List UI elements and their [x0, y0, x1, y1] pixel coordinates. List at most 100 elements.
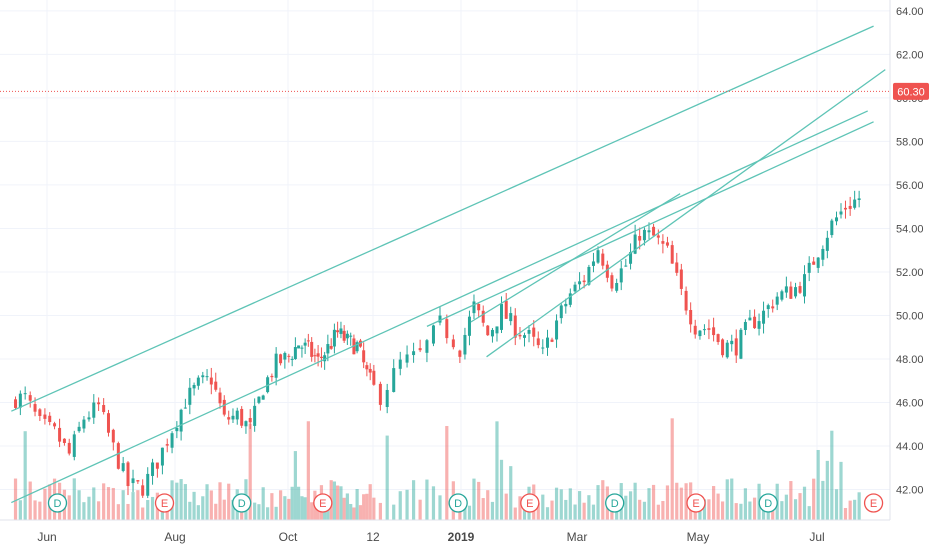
candle-body — [368, 368, 372, 373]
volume-bar — [656, 504, 660, 520]
candle-body — [807, 262, 811, 273]
candle-body — [136, 480, 140, 482]
volume-bar — [179, 479, 183, 520]
volume-bar — [141, 507, 145, 520]
candle-body — [550, 339, 554, 342]
marker-letter: E — [870, 498, 877, 510]
volume-bar — [789, 481, 793, 520]
volume-bar — [253, 502, 257, 520]
marker-letter: E — [319, 498, 326, 510]
volume-bar — [23, 431, 27, 520]
x-tick-label: Aug — [164, 530, 185, 544]
volume-bar — [509, 466, 513, 520]
volume-bar — [43, 488, 47, 520]
candle-body — [523, 335, 527, 338]
volume-bar — [332, 481, 337, 520]
candle-body — [578, 281, 582, 285]
volume-bar — [481, 498, 485, 520]
candle-body — [445, 319, 449, 339]
marker-letter: D — [454, 498, 462, 510]
candle-body — [652, 226, 656, 236]
candle-body — [633, 234, 637, 254]
dividend-marker[interactable]: D — [605, 493, 625, 513]
volume-bar — [218, 482, 222, 520]
candle-body — [231, 415, 235, 420]
candle-body — [196, 377, 200, 386]
candle-body — [472, 301, 476, 314]
candle-body — [582, 280, 586, 283]
dividend-marker[interactable]: D — [758, 493, 778, 513]
volume-bar — [651, 484, 656, 520]
last-price-label: 60.30 — [897, 86, 925, 98]
earnings-marker[interactable]: E — [313, 493, 333, 513]
volume-bar — [577, 491, 582, 520]
volume-bar — [175, 482, 179, 520]
volume-bar — [857, 492, 861, 520]
candle-body — [131, 478, 135, 484]
earnings-marker[interactable]: E — [154, 493, 175, 513]
candle-body — [121, 463, 125, 471]
candle-body — [227, 417, 231, 420]
candle-body — [53, 423, 57, 427]
volume-bar — [766, 505, 770, 520]
earnings-marker[interactable]: E — [686, 493, 706, 513]
volume-bar — [670, 418, 674, 520]
volume-bar — [67, 495, 71, 520]
candle-body — [240, 408, 244, 426]
volume-bar — [568, 488, 572, 520]
trend-line[interactable] — [486, 69, 886, 358]
volume-bar — [296, 486, 301, 520]
volume-bar — [550, 500, 554, 520]
volume-bar — [425, 479, 429, 520]
volume-bar — [725, 479, 729, 520]
trend-line[interactable] — [11, 25, 874, 412]
y-tick-label: 48.00 — [896, 354, 924, 366]
dividend-marker[interactable]: D — [232, 493, 252, 513]
dividend-marker[interactable]: D — [47, 493, 68, 513]
candle-body — [684, 290, 688, 311]
y-tick-label: 52.00 — [896, 267, 924, 279]
volume-bar — [355, 489, 359, 520]
candle-body — [336, 330, 340, 333]
y-tick-label: 42.00 — [896, 485, 924, 497]
volume-bar — [573, 504, 577, 520]
volume-bar — [739, 503, 743, 520]
time-axis[interactable]: Jun Aug Oct 12 2019 Mar May Jul — [0, 519, 890, 544]
candle-body — [209, 377, 213, 385]
candle-body — [748, 317, 752, 321]
candle-body — [467, 316, 471, 336]
volume-bar — [802, 486, 807, 520]
volume-bar — [752, 497, 757, 520]
volume-bar — [463, 504, 467, 520]
candle-body — [730, 340, 734, 345]
volume-bar — [87, 496, 91, 520]
trend-line[interactable] — [11, 110, 868, 504]
trend-lines[interactable] — [11, 25, 886, 504]
earnings-marker[interactable]: E — [520, 493, 540, 513]
marker-circle — [47, 493, 68, 513]
volume-bar — [97, 501, 101, 520]
volume-bar — [684, 483, 688, 520]
candle-body — [766, 305, 770, 310]
volume-bar — [385, 435, 389, 520]
volume-bar — [266, 507, 270, 520]
x-tick-label: Jul — [809, 530, 824, 544]
volume-bar — [227, 483, 231, 520]
volume-bar — [293, 451, 297, 520]
candle-body — [23, 393, 27, 395]
trend-line[interactable] — [470, 193, 681, 323]
candle-body — [559, 305, 563, 319]
dividend-marker[interactable]: D — [448, 493, 468, 513]
candle-body — [306, 340, 310, 342]
trend-line[interactable] — [426, 121, 874, 327]
volume-bar — [323, 507, 327, 520]
marker-circle — [686, 493, 706, 513]
candle-body — [670, 245, 674, 264]
candle-body — [141, 485, 145, 496]
earnings-marker[interactable]: E — [863, 493, 884, 513]
candle-body — [438, 315, 442, 323]
candle-body — [821, 248, 825, 260]
